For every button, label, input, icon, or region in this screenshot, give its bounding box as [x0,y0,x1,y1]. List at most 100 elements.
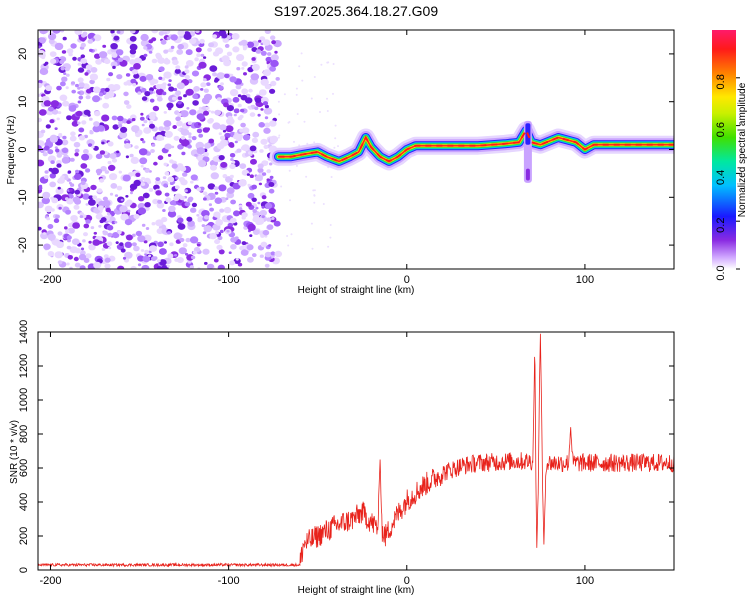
noise-blob [223,102,229,108]
noise-blob [203,152,209,157]
noise-speckle [326,110,329,112]
noise-blob [196,214,200,217]
noise-blob [66,235,72,240]
noise-blob [54,42,64,51]
noise-blob [273,220,281,227]
noise-blob [113,35,120,41]
noise-blob [214,231,219,235]
noise-blob [221,33,228,39]
noise-speckle [277,136,280,139]
noise-blob [53,218,60,223]
noise-speckle [305,175,308,178]
noise-blob [229,89,239,97]
noise-blob [49,181,57,188]
noise-blob [255,174,263,182]
colorbar-label: Normalized spectral amplitude [737,82,748,217]
noise-blob [95,58,102,65]
noise-blob [44,170,49,174]
noise-blob [145,74,154,81]
noise-speckle [293,140,295,143]
noise-blob [130,30,136,34]
noise-blob [241,144,250,152]
y-tick-label: 1400 [18,320,30,344]
noise-blob [176,257,184,263]
noise-blob [237,56,243,61]
noise-blob [125,234,133,241]
noise-blob [70,81,76,85]
noise-blob [52,30,61,34]
noise-blob [90,67,98,73]
noise-blob [151,256,157,262]
noise-blob [236,108,239,112]
noise-blob [133,245,140,252]
noise-blob [80,58,88,64]
noise-blob [107,84,116,91]
noise-blob [190,180,194,184]
colorbar-tick-label: 0.0 [715,265,727,280]
noise-blob [77,86,81,90]
noise-blob [77,91,81,94]
noise-blob [67,254,74,260]
noise-blob [122,174,131,182]
noise-blob [219,124,227,131]
noise-speckle [278,134,281,137]
noise-blob [268,207,276,214]
noise-blob [219,208,225,213]
noise-blob [89,48,93,53]
noise-blob [177,128,181,131]
noise-blob [104,257,111,263]
noise-blob [164,171,170,176]
noise-blob [170,34,178,41]
noise-blob [247,192,255,199]
noise-speckle [313,194,316,197]
noise-blob [214,197,223,204]
noise-speckle [337,145,339,148]
noise-blob [203,88,209,93]
noise-blob [158,76,163,81]
noise-blob [168,48,174,53]
noise-blob [218,132,222,136]
noise-blob [123,100,130,105]
noise-blob [152,105,160,112]
noise-blob [159,259,167,266]
noise-blob [168,86,175,92]
noise-blob [178,247,187,255]
noise-blob [241,245,246,248]
noise-blob [189,37,197,45]
noise-blob [88,117,93,121]
x-tick-label: -200 [39,274,61,286]
noise-blob [51,197,59,204]
noise-blob [177,113,182,117]
noise-blob [254,97,262,103]
noise-blob [177,223,186,230]
noise-blob [145,227,150,230]
noise-blob [275,77,280,81]
noise-blob [187,144,192,149]
noise-blob [143,234,152,242]
noise-blob [151,143,156,147]
noise-blob [160,85,166,90]
noise-blob [111,115,118,121]
noise-blob [247,256,254,263]
chart-title: S197.2025.364.18.27.G09 [274,3,438,19]
noise-blob [71,89,76,94]
noise-blob [42,152,48,157]
noise-blob [240,249,249,256]
noise-blob [206,82,211,86]
noise-blob [134,57,143,65]
noise-blob [64,67,70,72]
noise-blob [140,33,149,42]
noise-blob [59,94,68,102]
noise-blob [180,179,188,186]
spectrogram-y-ticks: -20 -10 0 10 20 [17,48,674,253]
noise-blob [71,120,79,127]
noise-blob [172,125,177,129]
noise-blob [177,144,184,150]
noise-blob [224,43,230,48]
noise-blob [251,137,258,143]
noise-blob [117,265,125,269]
noise-speckle [327,61,330,64]
noise-blob [49,119,55,124]
noise-blob [249,112,256,117]
noise-blob [157,199,163,204]
